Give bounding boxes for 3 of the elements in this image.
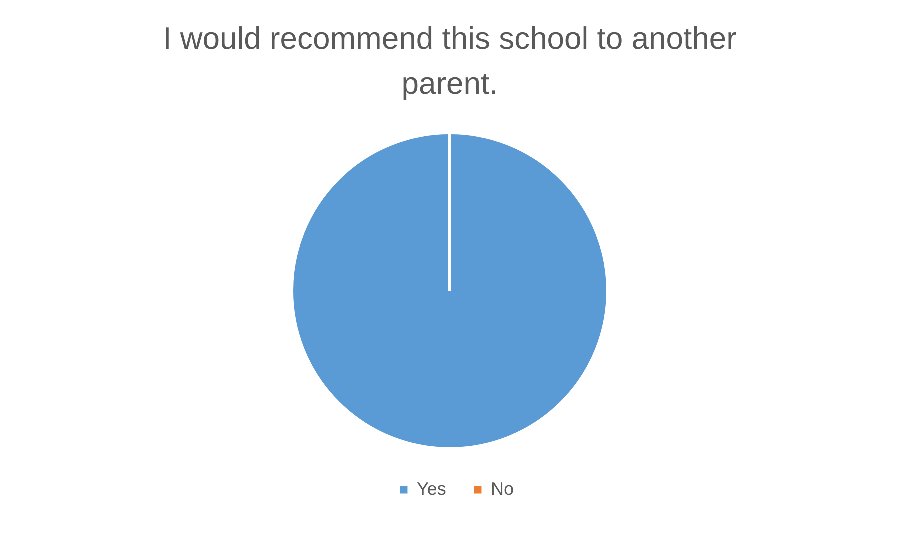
legend-label: Yes	[417, 479, 446, 499]
legend-label: No	[491, 479, 514, 499]
chart-title: I would recommend this school to another parent.	[163, 21, 737, 101]
